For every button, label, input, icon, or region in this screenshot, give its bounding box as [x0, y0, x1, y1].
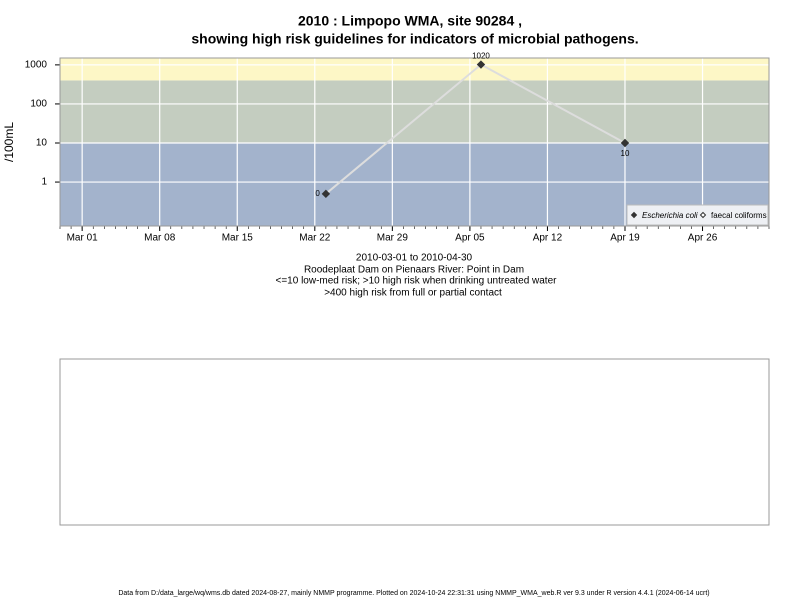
- data-point: [476, 60, 486, 69]
- risk-band: [60, 58, 769, 81]
- y-tick-label: 1000: [25, 60, 48, 71]
- legend-label: Escherichia coli: [642, 211, 698, 220]
- y-axis-label: /100mL: [2, 122, 16, 162]
- chart-title: showing high risk guidelines for indicat…: [191, 31, 638, 47]
- x-tick-label: Apr 26: [688, 233, 718, 244]
- x-tick-label: Mar 29: [377, 233, 409, 244]
- risk-band: [60, 80, 769, 143]
- data-label: 0: [315, 189, 320, 198]
- legend-label: faecal coliforms: [711, 211, 767, 220]
- x-tick-label: Mar 22: [299, 233, 331, 244]
- plot-frame: [59, 57, 770, 227]
- x-tick-label: Mar 15: [222, 233, 254, 244]
- legend-box: [626, 204, 769, 226]
- x-tick-label: Apr 19: [610, 233, 640, 244]
- subtitle: 2010-03-01 to 2010-04-30: [356, 253, 473, 264]
- subtitle: Roodeplaat Dam on Pienaars River: Point …: [304, 265, 524, 276]
- data-label: 10: [621, 149, 630, 158]
- x-tick-label: Mar 08: [144, 233, 176, 244]
- legend-marker: [630, 211, 638, 219]
- y-tick-label: 10: [36, 138, 48, 149]
- subtitle: >400 high risk from full or partial cont…: [324, 288, 502, 299]
- subtitle: <=10 low-med risk; >10 high risk when dr…: [276, 276, 558, 287]
- y-tick-label: 1: [41, 177, 47, 188]
- data-point: [321, 189, 331, 199]
- x-tick-label: Mar 01: [67, 233, 99, 244]
- x-tick-label: Apr 05: [455, 233, 485, 244]
- footer: Data from D:/data_large/wq/wms.db dated …: [118, 590, 709, 597]
- x-tick-label: Apr 12: [533, 233, 563, 244]
- data-label: 1020: [472, 52, 490, 61]
- empty-panel: [59, 358, 770, 526]
- legend: Escherichia coli faecal coliforms: [626, 204, 769, 226]
- chart-title: 2010 : Limpopo WMA, site 90284 ,: [298, 13, 522, 29]
- data-point: [620, 138, 630, 148]
- y-tick-label: 100: [30, 99, 47, 110]
- legend-marker: [699, 211, 707, 219]
